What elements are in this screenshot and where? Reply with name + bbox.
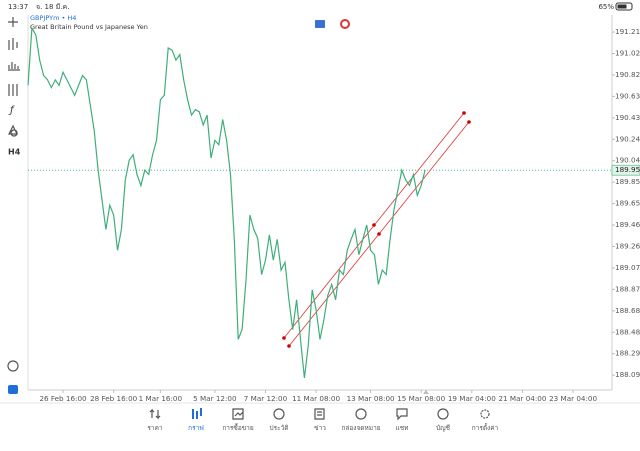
bars-icon[interactable] xyxy=(8,62,20,71)
y-tick-label: 189.070 xyxy=(615,263,640,272)
y-tick-label: 189.460 xyxy=(615,220,640,229)
x-tick-label: 15 Mar 08:00 xyxy=(397,394,445,403)
y-tick-label: 189.850 xyxy=(615,177,640,186)
battery-level xyxy=(617,4,627,9)
nav-label[interactable]: การซื้อขาย xyxy=(222,423,253,432)
x-tick-label: 19 Mar 04:00 xyxy=(448,394,496,403)
left-toolbar: ƒ H4 xyxy=(7,17,21,394)
candle-icon[interactable] xyxy=(8,38,18,50)
indicators-icon[interactable] xyxy=(8,84,18,96)
price-line xyxy=(27,26,426,378)
nav-label[interactable]: ข่าว xyxy=(314,424,326,432)
y-tick-label: 188.485 xyxy=(615,327,640,336)
channel-handle[interactable] xyxy=(287,344,291,348)
nav-icon[interactable] xyxy=(437,408,449,420)
scroll-marker[interactable] xyxy=(423,390,429,394)
nav-icon[interactable] xyxy=(480,409,490,419)
nav-label[interactable]: กราฟ xyxy=(188,424,204,432)
battery-icon xyxy=(615,2,633,11)
y-tick-label: 191.215 xyxy=(615,27,640,36)
trade-icon[interactable] xyxy=(8,385,18,394)
channel-handle[interactable] xyxy=(282,336,286,340)
timeframe[interactable]: H4 xyxy=(8,148,21,157)
y-tick-label: 190.240 xyxy=(615,134,640,143)
flag-icon[interactable] xyxy=(315,20,325,28)
symbol-ticker[interactable]: GBPJPYm • H4 xyxy=(30,14,76,22)
channel-handle[interactable] xyxy=(372,223,376,227)
x-tick-label: 21 Mar 04:00 xyxy=(498,394,546,403)
nav-icon[interactable] xyxy=(273,408,285,420)
status-date: จ. 18 มี.ค. xyxy=(36,3,69,11)
x-tick-label: 13 Mar 08:00 xyxy=(347,394,395,403)
current-price-label: 189.959 xyxy=(615,165,640,174)
nav-icon[interactable] xyxy=(355,408,367,420)
x-tick-label: 11 Mar 08:00 xyxy=(292,394,340,403)
y-tick-label: 190.630 xyxy=(615,91,640,100)
nav-icons xyxy=(149,408,490,421)
nav-label[interactable]: ราคา xyxy=(147,424,162,432)
channel-handle[interactable] xyxy=(467,120,471,124)
channel-handle[interactable] xyxy=(462,111,466,115)
function-icon[interactable]: ƒ xyxy=(8,105,15,116)
x-tick-label: 1 Mar 16:00 xyxy=(139,394,183,403)
y-tick-label: 189.265 xyxy=(615,241,640,250)
nav-icon[interactable] xyxy=(149,408,161,420)
x-tick-label: 28 Feb 16:00 xyxy=(90,394,138,403)
nav-icon[interactable] xyxy=(232,408,244,420)
nav-label[interactable]: กล่องจดหมาย xyxy=(341,424,380,432)
zoom-icon[interactable] xyxy=(7,360,19,372)
status-battery: 65% xyxy=(598,3,614,11)
y-tick-label: 188.095 xyxy=(615,370,640,379)
y-tick-label: 190.435 xyxy=(615,113,640,122)
channel-handle[interactable] xyxy=(377,232,381,236)
x-tick-label: 7 Mar 12:00 xyxy=(244,394,288,403)
nav-label[interactable]: บัญชี xyxy=(436,424,451,432)
nav-icon[interactable] xyxy=(192,408,202,419)
x-tick-label: 5 Mar 12:00 xyxy=(193,394,237,403)
current-price-box xyxy=(611,164,640,176)
y-tick-label: 190.045 xyxy=(615,156,640,165)
status-time: 13:37 xyxy=(8,3,28,11)
x-tick-label: 23 Mar 04:00 xyxy=(549,394,597,403)
y-tick-label: 190.825 xyxy=(615,70,640,79)
symbol-description: Great Britain Pound vs Japanese Yen xyxy=(30,23,148,31)
y-tick-label: 188.680 xyxy=(615,306,640,315)
nav-label[interactable]: แชท xyxy=(396,424,409,432)
nav-label[interactable]: การตั้งค่า xyxy=(472,423,499,432)
y-tick-label: 188.290 xyxy=(615,349,640,358)
nav-icon[interactable] xyxy=(396,408,408,421)
y-tick-label: 189.655 xyxy=(615,199,640,208)
nav-label[interactable]: ประวัติ xyxy=(270,424,289,432)
nav-icon[interactable] xyxy=(314,408,325,420)
y-tick-label: 191.020 xyxy=(615,48,640,57)
indicator-icon[interactable] xyxy=(340,19,350,29)
shapes-icon[interactable] xyxy=(8,124,18,137)
crosshair-icon[interactable] xyxy=(8,17,18,27)
x-tick-label: 26 Feb 16:00 xyxy=(39,394,87,403)
y-tick-label: 188.875 xyxy=(615,284,640,293)
